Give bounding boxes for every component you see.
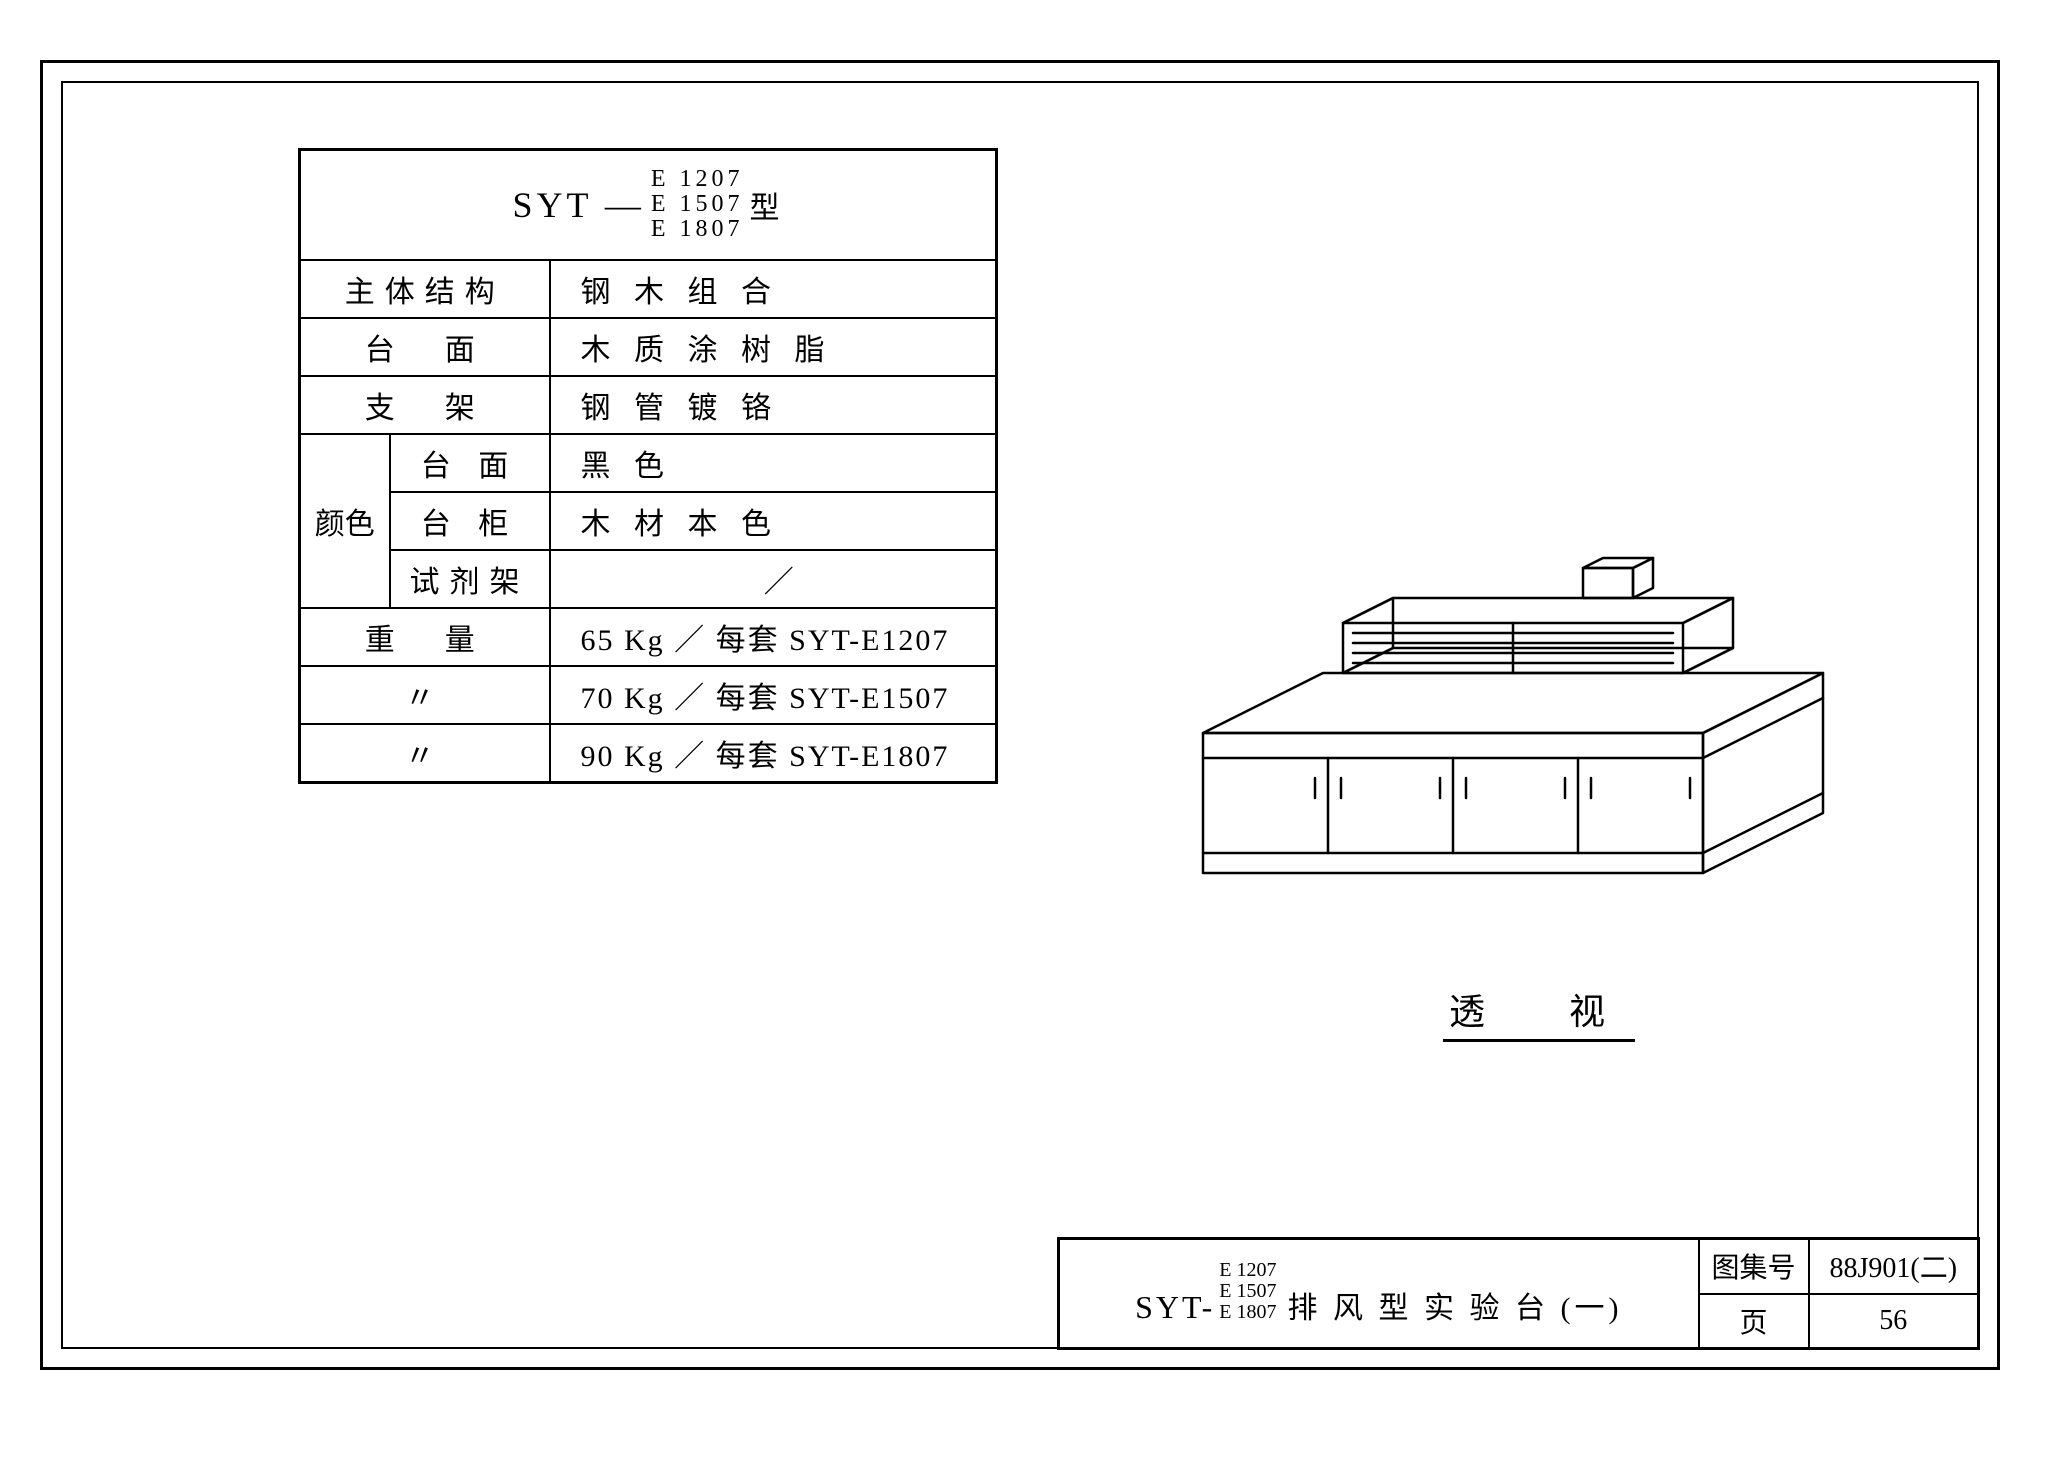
titleblock-desc: 排 风 型 实 验 台 (一) [1287, 1292, 1622, 1325]
drawing-frame-outer: SYT — E 1207 E 1507 E 1807 型 主体结构 钢 木 组 … [40, 60, 2000, 1370]
spec-weight-ditto: 〃 [300, 724, 550, 783]
spec-color-value: 木 材 本 色 [550, 492, 997, 550]
spec-row-label: 台 面 [300, 318, 550, 376]
spec-header-models: E 1207 E 1507 E 1807 [651, 167, 744, 243]
spec-row-value: 钢 管 镀 铬 [550, 376, 997, 434]
spec-row-value: 钢 木 组 合 [550, 260, 997, 318]
spec-weight-value: 65 Kg ／ 每套 SYT-E1207 [550, 608, 997, 666]
spec-weight-ditto: 〃 [300, 666, 550, 724]
spec-weight-value: 70 Kg ／ 每套 SYT-E1507 [550, 666, 997, 724]
perspective-drawing [1143, 553, 1863, 933]
spec-table: SYT — E 1207 E 1507 E 1807 型 主体结构 钢 木 组 … [298, 148, 998, 784]
bench-icon [1143, 553, 1863, 933]
spec-weight-label: 重 量 [300, 608, 550, 666]
titleblock-set-label: 图集号 [1699, 1239, 1809, 1294]
drawing-caption: 透 视 [1443, 983, 1635, 1042]
spec-color-row: 颜色 台 面 黑 色 [300, 434, 997, 492]
spec-color-row: 试剂架 ／ [300, 550, 997, 608]
spec-header-suffix: 型 [750, 183, 784, 227]
drawing-frame-inner: SYT — E 1207 E 1507 E 1807 型 主体结构 钢 木 组 … [61, 81, 1979, 1349]
titleblock-set-value: 88J901(二) [1809, 1239, 1979, 1294]
spec-header: SYT — E 1207 E 1507 E 1807 型 [300, 150, 997, 260]
spec-color-value: 黑 色 [550, 434, 997, 492]
spec-header-prefix: SYT — [512, 184, 644, 226]
titleblock-page-label: 页 [1699, 1294, 1809, 1349]
spec-color-group-label: 颜色 [300, 434, 390, 608]
titleblock-prefix: SYT- [1135, 1289, 1215, 1325]
spec-weight-row: 〃 70 Kg ／ 每套 SYT-E1507 [300, 666, 997, 724]
spec-row-label: 主体结构 [300, 260, 550, 318]
titleblock-main: SYT- E 1207 E 1507 E 1807 排 风 型 实 验 台 (一… [1059, 1239, 1699, 1349]
spec-color-sublabel: 试剂架 [390, 550, 550, 608]
spec-row: 主体结构 钢 木 组 合 [300, 260, 997, 318]
spec-color-row: 台 柜 木 材 本 色 [300, 492, 997, 550]
spec-weight-value: 90 Kg ／ 每套 SYT-E1807 [550, 724, 997, 783]
spec-color-value: ／ [550, 550, 997, 608]
spec-row: 台 面 木 质 涂 树 脂 [300, 318, 997, 376]
spec-color-sublabel: 台 柜 [390, 492, 550, 550]
spec-row: 支 架 钢 管 镀 铬 [300, 376, 997, 434]
spec-row-value: 木 质 涂 树 脂 [550, 318, 997, 376]
title-block: SYT- E 1207 E 1507 E 1807 排 风 型 实 验 台 (一… [1057, 1237, 1980, 1350]
spec-color-sublabel: 台 面 [390, 434, 550, 492]
titleblock-models: E 1207 E 1507 E 1807 [1219, 1260, 1276, 1323]
spec-weight-row: 〃 90 Kg ／ 每套 SYT-E1807 [300, 724, 997, 783]
spec-weight-row: 重 量 65 Kg ／ 每套 SYT-E1207 [300, 608, 997, 666]
spec-row-label: 支 架 [300, 376, 550, 434]
titleblock-page-value: 56 [1809, 1294, 1979, 1349]
